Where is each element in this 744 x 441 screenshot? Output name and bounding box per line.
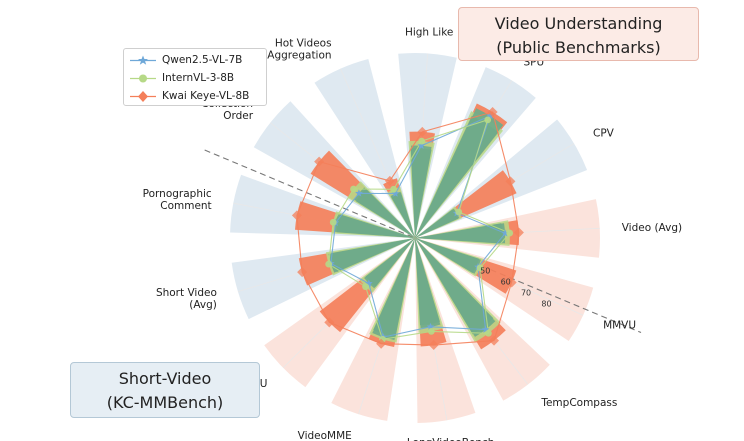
category-label: CPV <box>593 127 615 139</box>
radial-tick-label: 70 <box>521 289 531 298</box>
category-label-line: VideoMME <box>298 430 352 441</box>
radial-tick-labels: 50 60 70 80 <box>480 267 551 309</box>
category-label: MMVU <box>603 319 636 331</box>
radial-tick-label: 50 <box>480 267 490 276</box>
category-label-line: (Avg) <box>189 299 217 311</box>
point-intern <box>418 137 426 145</box>
category-label: TempCompass <box>540 397 617 409</box>
legend-item-qwen: Qwen2.5-VL-7B <box>124 52 266 69</box>
point-kwai <box>417 126 428 137</box>
category-label-line: High Like <box>405 26 453 38</box>
point-kwai <box>513 227 524 238</box>
bar-core-8 <box>356 188 415 238</box>
point-qwen <box>481 325 490 333</box>
point-intern <box>506 229 514 237</box>
series-fills <box>295 103 520 350</box>
callout-title: Video Understanding <box>494 14 663 33</box>
point-qwen <box>355 189 363 197</box>
legend-label-intern: InternVL-3-8B <box>162 72 235 84</box>
point-kwai <box>489 335 500 346</box>
category-label-line: Pornographic <box>143 188 212 200</box>
legend-item-kwai: Kwai Keye-VL-8B <box>124 88 266 105</box>
bar-core-7 <box>336 214 415 238</box>
category-label-line: Hot Videos <box>275 38 332 50</box>
legend-swatch-qwen <box>130 55 156 65</box>
bar-core-4 <box>373 238 415 337</box>
bar-core-11 <box>415 116 499 238</box>
category-label: Pornographic Comment <box>143 188 212 212</box>
category-label-line: TempCompass <box>540 397 617 409</box>
category-label: High Like <box>405 26 453 38</box>
point-kwai <box>324 317 335 328</box>
point-intern <box>476 264 484 272</box>
point-kwai <box>428 340 439 351</box>
point-kwai <box>506 277 517 288</box>
series-outlines <box>296 111 520 346</box>
bar-core-9 <box>391 193 415 238</box>
point-kwai <box>314 156 325 167</box>
category-label: Short Video (Avg) <box>156 287 217 311</box>
point-kwai <box>297 267 308 278</box>
callout-subtitle: (KC-MMBench) <box>106 393 224 412</box>
point-kwai <box>376 338 387 349</box>
point-kwai <box>384 175 395 186</box>
point-kwai <box>291 210 302 221</box>
category-label-line: Short Video <box>156 287 217 299</box>
category-label: VideoMME <box>298 430 352 441</box>
series-line-qwen <box>330 114 506 338</box>
series-line-kwai <box>296 111 520 346</box>
point-qwen <box>501 229 509 237</box>
legend-label-qwen: Qwen2.5-VL-7B <box>162 54 243 66</box>
series-line-intern <box>328 118 511 340</box>
callout-title: Short-Video <box>118 369 212 388</box>
point-intern <box>350 185 357 193</box>
category-band <box>230 174 415 238</box>
category-label-line: MMVU <box>603 319 636 331</box>
bar-core-0 <box>415 223 503 244</box>
legend-label-kwai: Kwai Keye-VL-8B <box>162 90 250 102</box>
category-label: LongVideoBench <box>407 437 495 441</box>
point-intern <box>329 218 337 226</box>
section-divider <box>204 149 642 334</box>
category-label-line: Order <box>223 110 254 122</box>
category-band <box>415 238 476 423</box>
bar-core-6 <box>331 238 415 272</box>
point-intern <box>390 185 397 193</box>
point-qwen <box>391 189 400 197</box>
bar-core-2 <box>415 238 494 335</box>
bar-core-10 <box>410 148 432 238</box>
point-qwen <box>417 141 426 149</box>
short-video-callout: Short-Video (KC-MMBench) <box>70 362 260 418</box>
category-label-line: Aggregation <box>267 50 331 62</box>
category-label-line: Video (Avg) <box>622 222 682 234</box>
video-understanding-callout: Video Understanding (Public Benchmarks) <box>458 7 699 61</box>
point-kwai <box>487 106 498 117</box>
radial-tick-label: 60 <box>501 278 511 287</box>
category-label: Video (Avg) <box>622 222 682 234</box>
category-label-line: Comment <box>160 200 211 212</box>
radial-tick-label: 80 <box>541 299 551 308</box>
point-intern <box>362 283 369 291</box>
legend-swatch-kwai <box>130 91 156 102</box>
divider-line <box>204 149 642 334</box>
chart-legend: Qwen2.5-VL-7B InternVL-3-8B Kwai Keye-VL… <box>123 48 267 106</box>
point-intern <box>427 327 435 335</box>
series-markers <box>291 106 524 351</box>
point-intern <box>325 260 333 268</box>
category-label-line: LongVideoBench <box>407 437 495 441</box>
category-label-line: CPV <box>593 127 615 139</box>
bar-core-3 <box>415 238 440 326</box>
bar-core-12 <box>415 209 458 238</box>
callout-subtitle: (Public Benchmarks) <box>496 38 661 57</box>
point-intern <box>484 329 492 337</box>
point-intern <box>484 116 492 124</box>
category-label: Hot Videos Aggregation <box>267 38 331 62</box>
bar-core-5 <box>365 238 415 287</box>
legend-item-intern: InternVL-3-8B <box>124 70 266 87</box>
bar-core-1 <box>415 238 479 273</box>
point-intern <box>455 208 463 216</box>
legend-swatch-intern <box>130 74 156 83</box>
point-kwai <box>505 176 516 187</box>
